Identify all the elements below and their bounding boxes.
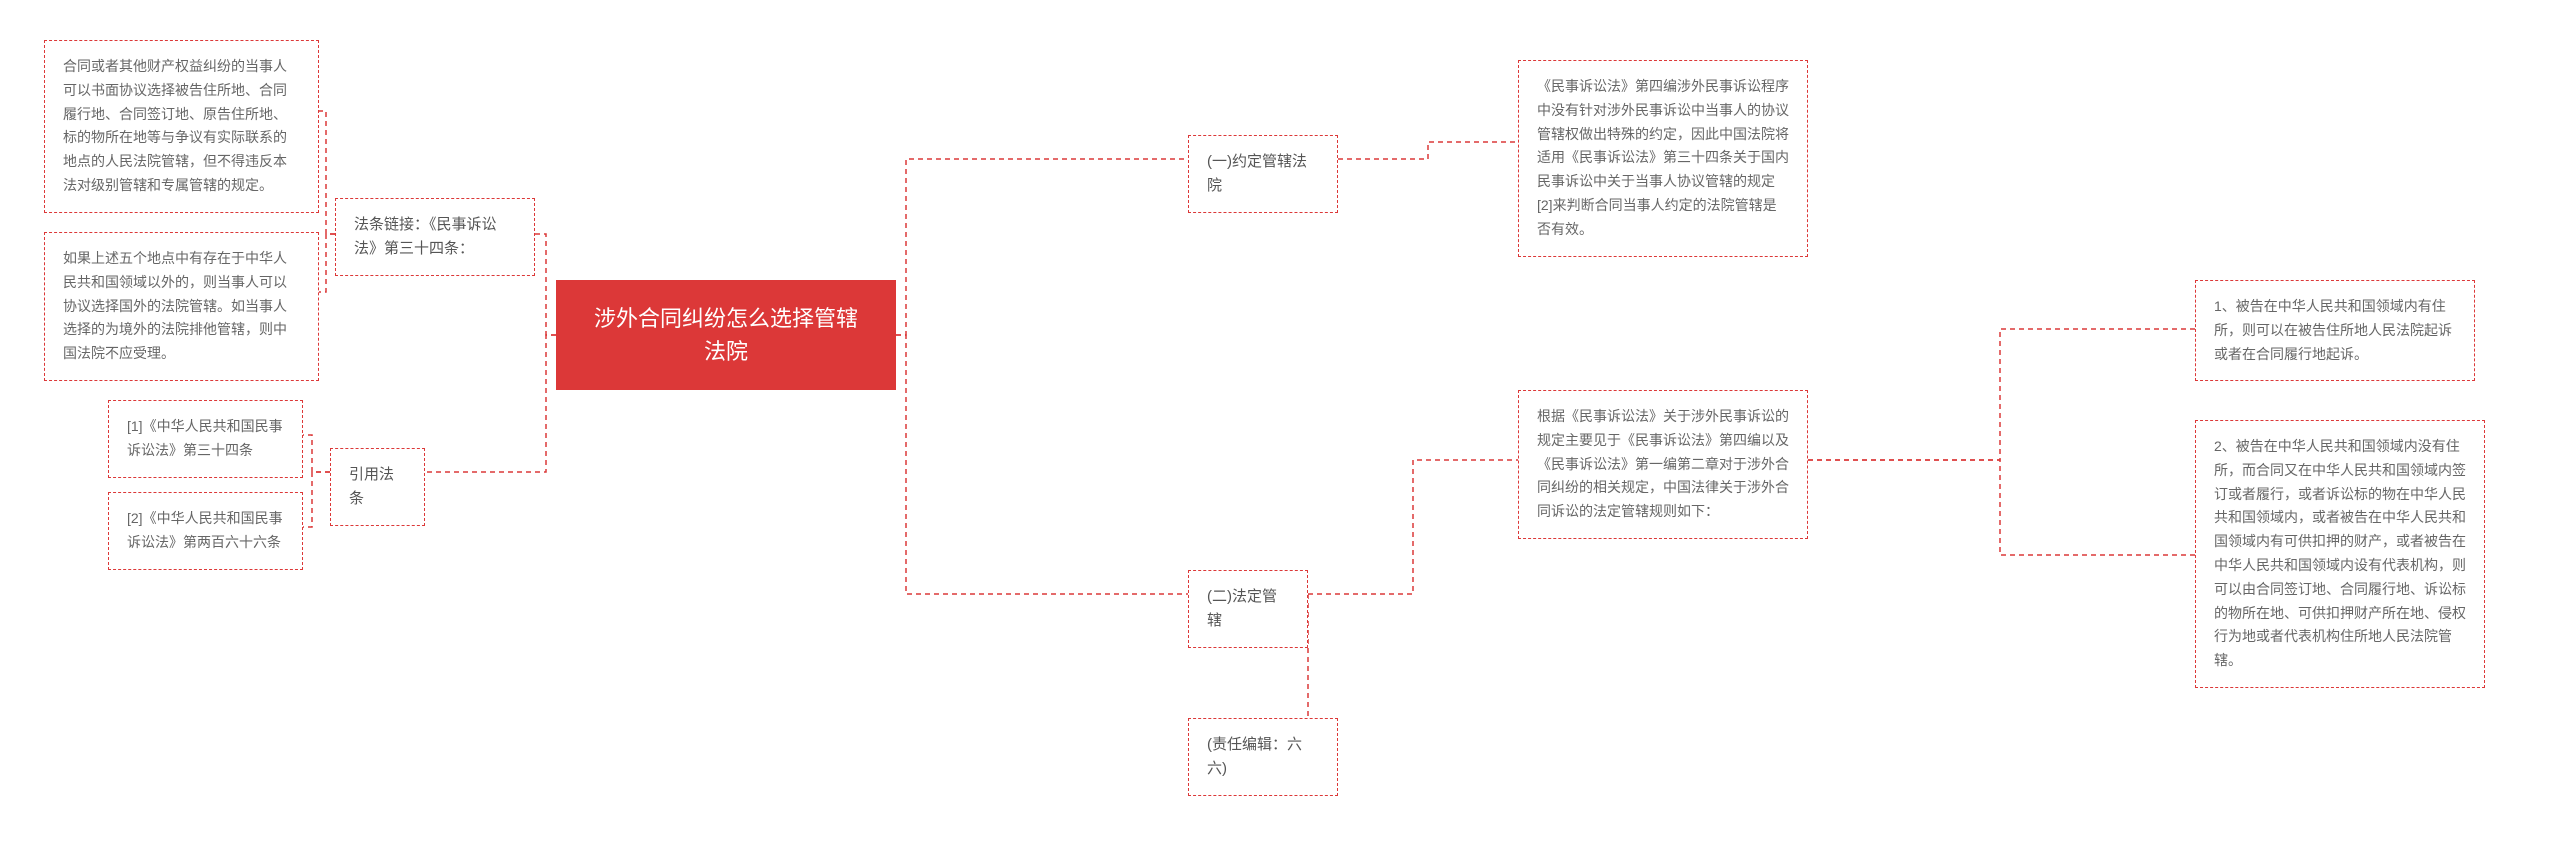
- right-branch-2-child-0-sub-1: 2、被告在中华人民共和国领域内没有住所，而合同又在中华人民共和国领域内签订或者履…: [2195, 420, 2485, 688]
- leaf-text: [2]《中华人民共和国民事诉讼法》第两百六十六条: [127, 510, 283, 550]
- center-node: 涉外合同纠纷怎么选择管辖法院: [556, 280, 896, 390]
- left-branch-2-child-0: [1]《中华人民共和国民事诉讼法》第三十四条: [108, 400, 303, 478]
- leaf-text: 2、被告在中华人民共和国领域内没有住所，而合同又在中华人民共和国领域内签订或者履…: [2214, 438, 2466, 668]
- right-branch-1: (一)约定管辖法院: [1188, 135, 1338, 213]
- leaf-text: 《民事诉讼法》第四编涉外民事诉讼程序中没有针对涉外民事诉讼中当事人的协议管辖权做…: [1537, 78, 1789, 237]
- leaf-text: 合同或者其他财产权益纠纷的当事人可以书面协议选择被告住所地、合同履行地、合同签订…: [63, 58, 287, 193]
- right-branch-2-child-0: 根据《民事诉讼法》关于涉外民事诉讼的规定主要见于《民事诉讼法》第四编以及《民事诉…: [1518, 390, 1808, 539]
- left-branch-1-child-1: 如果上述五个地点中有存在于中华人民共和国领域以外的，则当事人可以协议选择国外的法…: [44, 232, 319, 381]
- left-branch-1: 法条链接：《民事诉讼法》第三十四条：: [335, 198, 535, 276]
- center-title: 涉外合同纠纷怎么选择管辖法院: [594, 306, 858, 364]
- left-branch-1-label: 法条链接：《民事诉讼法》第三十四条：: [354, 216, 497, 257]
- leaf-text: 如果上述五个地点中有存在于中华人民共和国领域以外的，则当事人可以协议选择国外的法…: [63, 250, 287, 361]
- leaf-text: 1、被告在中华人民共和国领域内有住所，则可以在被告住所地人民法院起诉或者在合同履…: [2214, 298, 2452, 362]
- leaf-text: (责任编辑：六六): [1207, 736, 1302, 777]
- leaf-text: [1]《中华人民共和国民事诉讼法》第三十四条: [127, 418, 283, 458]
- right-branch-2-label: (二)法定管辖: [1207, 588, 1277, 629]
- leaf-text: 根据《民事诉讼法》关于涉外民事诉讼的规定主要见于《民事诉讼法》第四编以及《民事诉…: [1537, 408, 1789, 519]
- left-branch-2: 引用法条: [330, 448, 425, 526]
- right-branch-1-label: (一)约定管辖法院: [1207, 153, 1307, 194]
- left-branch-2-child-1: [2]《中华人民共和国民事诉讼法》第两百六十六条: [108, 492, 303, 570]
- right-branch-2: (二)法定管辖: [1188, 570, 1308, 648]
- left-branch-1-child-0: 合同或者其他财产权益纠纷的当事人可以书面协议选择被告住所地、合同履行地、合同签订…: [44, 40, 319, 213]
- connector-lines: [0, 0, 2560, 841]
- right-branch-1-child-0: 《民事诉讼法》第四编涉外民事诉讼程序中没有针对涉外民事诉讼中当事人的协议管辖权做…: [1518, 60, 1808, 257]
- right-branch-2-child-1: (责任编辑：六六): [1188, 718, 1338, 796]
- right-branch-2-child-0-sub-0: 1、被告在中华人民共和国领域内有住所，则可以在被告住所地人民法院起诉或者在合同履…: [2195, 280, 2475, 381]
- left-branch-2-label: 引用法条: [349, 466, 394, 507]
